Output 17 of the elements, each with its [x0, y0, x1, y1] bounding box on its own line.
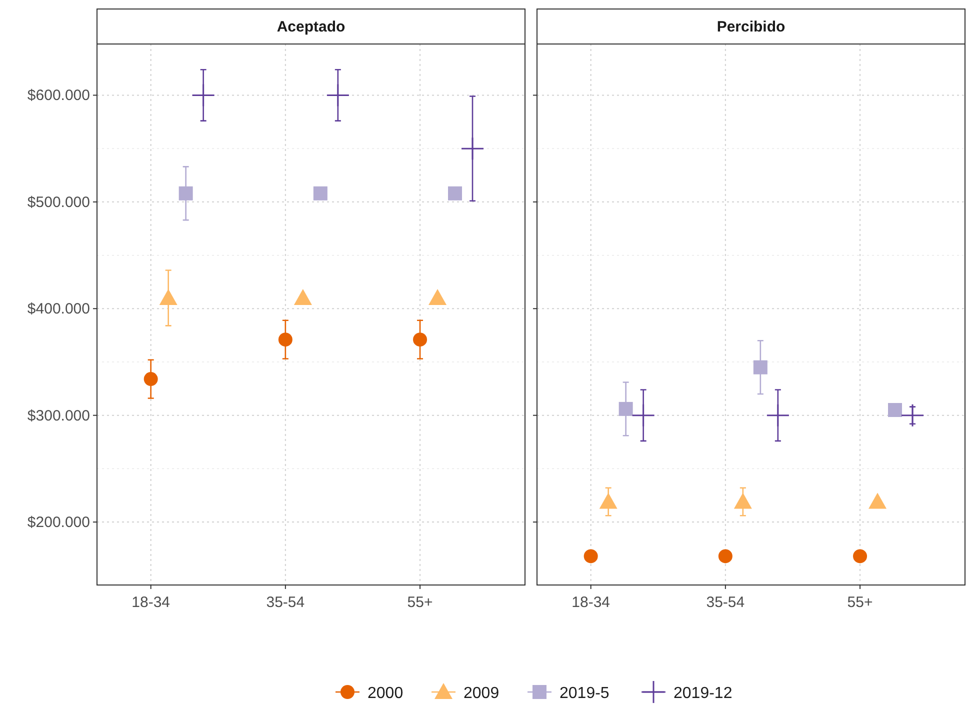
x-tick-label: 55+: [407, 594, 433, 611]
legend-label: 2009: [464, 685, 500, 702]
y-tick-label: $200.000: [27, 514, 90, 532]
y-tick-label: $600.000: [27, 87, 90, 104]
legend-label: 2019-12: [674, 685, 732, 702]
x-tick-label: 18-34: [572, 594, 610, 611]
chart-title: Aceptado: [276, 18, 346, 36]
x-tick-label: 35-54: [706, 594, 745, 611]
legend-label: 2000: [368, 685, 404, 702]
x-tick-label: 18-34: [132, 594, 170, 611]
x-tick-label: 55+: [847, 594, 873, 611]
x-tick-label: 35-54: [266, 594, 305, 611]
chart-title: Percibido: [716, 18, 786, 36]
legend-label: 2019-5: [560, 685, 610, 702]
y-tick-label: $500.000: [27, 194, 90, 211]
y-tick-label: $400.000: [27, 300, 90, 318]
y-tick-label: $300.000: [27, 407, 90, 424]
